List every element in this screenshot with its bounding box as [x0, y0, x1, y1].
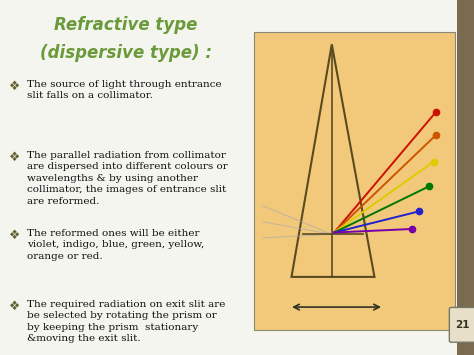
Text: ❖: ❖ [9, 151, 20, 164]
Text: The parallel radiation from collimator
are dispersed into different colours or
w: The parallel radiation from collimator a… [27, 151, 228, 206]
Text: ❖: ❖ [9, 80, 20, 93]
Text: (dispersive type) :: (dispersive type) : [40, 44, 211, 62]
Text: The source of light through entrance
slit falls on a collimator.: The source of light through entrance sli… [27, 80, 222, 100]
FancyBboxPatch shape [449, 307, 474, 342]
Text: ❖: ❖ [9, 229, 20, 242]
FancyBboxPatch shape [457, 0, 474, 355]
Text: The reformed ones will be either
violet, indigo, blue, green, yellow,
orange or : The reformed ones will be either violet,… [27, 229, 205, 261]
Polygon shape [292, 44, 374, 277]
Text: The required radiation on exit slit are
be selected by rotating the prism or
by : The required radiation on exit slit are … [27, 300, 226, 343]
Text: Refractive type: Refractive type [54, 16, 197, 34]
Text: ❖: ❖ [9, 300, 20, 313]
Text: 21: 21 [456, 320, 470, 330]
FancyBboxPatch shape [254, 32, 455, 330]
